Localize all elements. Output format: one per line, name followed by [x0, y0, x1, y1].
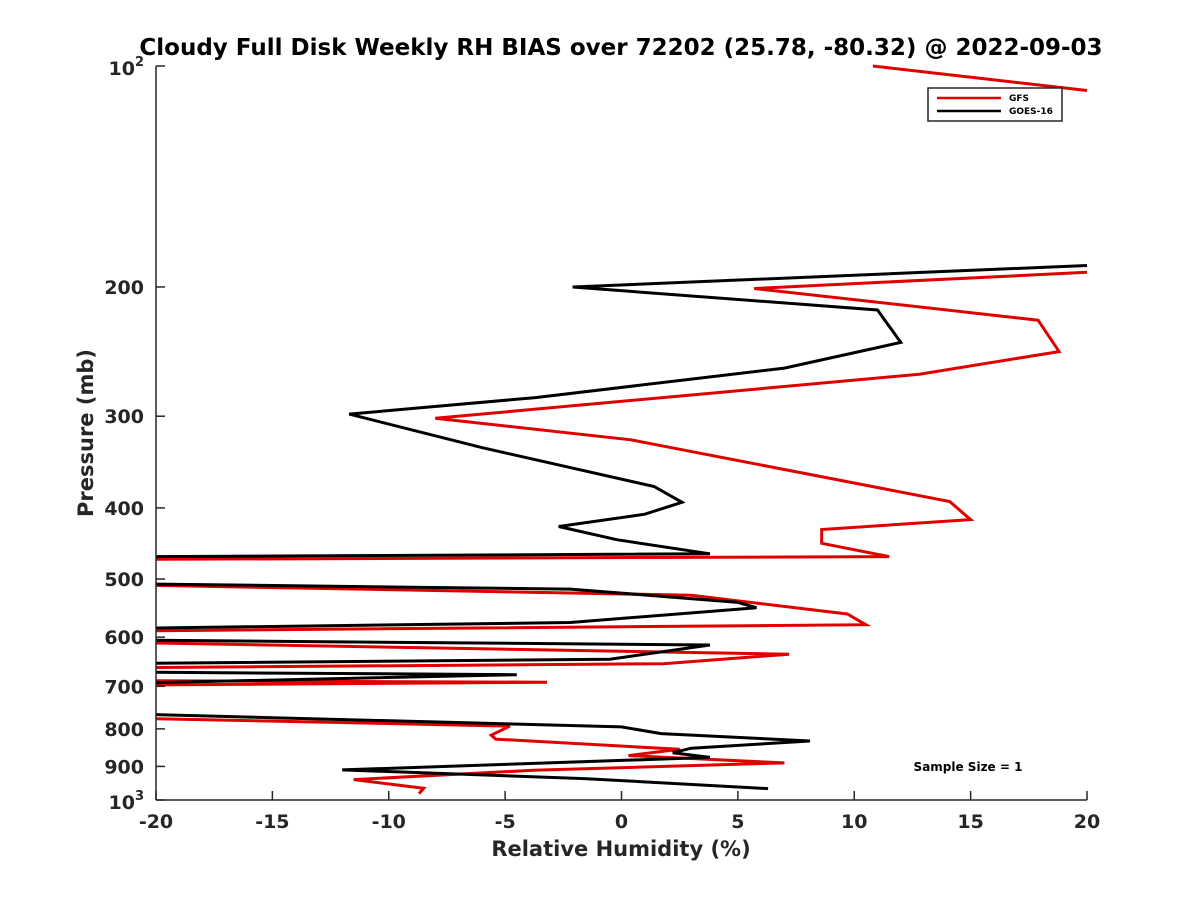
y-bottom-base: 10	[109, 792, 135, 814]
series-line-gfs-4	[155, 679, 548, 687]
legend: GFS GOES-16	[927, 87, 1063, 122]
x-tick-label: 0	[615, 811, 628, 833]
series-line-gfs-5	[155, 717, 785, 795]
x-tick-label: -10	[372, 811, 406, 833]
y-tick-label: 400	[104, 498, 144, 520]
y-tick-label: 800	[104, 719, 144, 741]
series-line-gfs-0	[872, 64, 1088, 92]
y-bottom-exp: 3	[135, 789, 144, 804]
sample-size-annotation: Sample Size = 1	[914, 760, 1023, 774]
y-tick-label: 600	[104, 627, 144, 649]
x-tick-label: 20	[1074, 811, 1100, 833]
y-tick-label: 200	[104, 277, 144, 299]
series-line-goes16-3	[155, 670, 517, 685]
y-tick-label: 700	[104, 676, 144, 698]
series-line-goes16-4	[155, 713, 811, 791]
series-line-goes16-0	[155, 264, 1088, 559]
x-tick-label: -5	[495, 811, 516, 833]
y-top-base: 10	[109, 58, 135, 80]
y-tick-label-bottom: 103	[109, 789, 145, 814]
y-tick-label-top: 102	[109, 55, 145, 80]
y-tick-label: 900	[104, 756, 144, 778]
x-tick-label: -20	[139, 811, 173, 833]
series-line-gfs-1	[155, 270, 1088, 561]
legend-box	[927, 87, 1063, 122]
series-line-gfs-3	[155, 641, 790, 669]
y-axis-label: Pressure (mb)	[74, 349, 98, 517]
y-tick-label: 300	[104, 406, 144, 428]
series-line-goes16-2	[155, 638, 711, 665]
x-tick-label: 15	[957, 811, 983, 833]
chart-title: Cloudy Full Disk Weekly RH BIAS over 722…	[139, 35, 1102, 61]
x-tick-label: 5	[731, 811, 744, 833]
plot-area	[155, 64, 1088, 795]
legend-label-goes16: GOES-16	[1009, 107, 1053, 117]
x-ticks: -20 -15 -10 -5 0 5 10 15 20	[139, 791, 1100, 833]
legend-label-gfs: GFS	[1009, 94, 1029, 104]
y-tick-label: 500	[104, 569, 144, 591]
y-ticks: 200 300 400 500 600 700 800 900	[104, 65, 165, 801]
y-top-exp: 2	[135, 55, 144, 70]
x-tick-label: -15	[255, 811, 289, 833]
x-axis-label: Relative Humidity (%)	[491, 837, 750, 861]
series-line-goes16-1	[155, 582, 757, 630]
x-tick-label: 10	[841, 811, 867, 833]
axes	[155, 66, 1087, 801]
series-line-gfs-2	[155, 583, 872, 633]
